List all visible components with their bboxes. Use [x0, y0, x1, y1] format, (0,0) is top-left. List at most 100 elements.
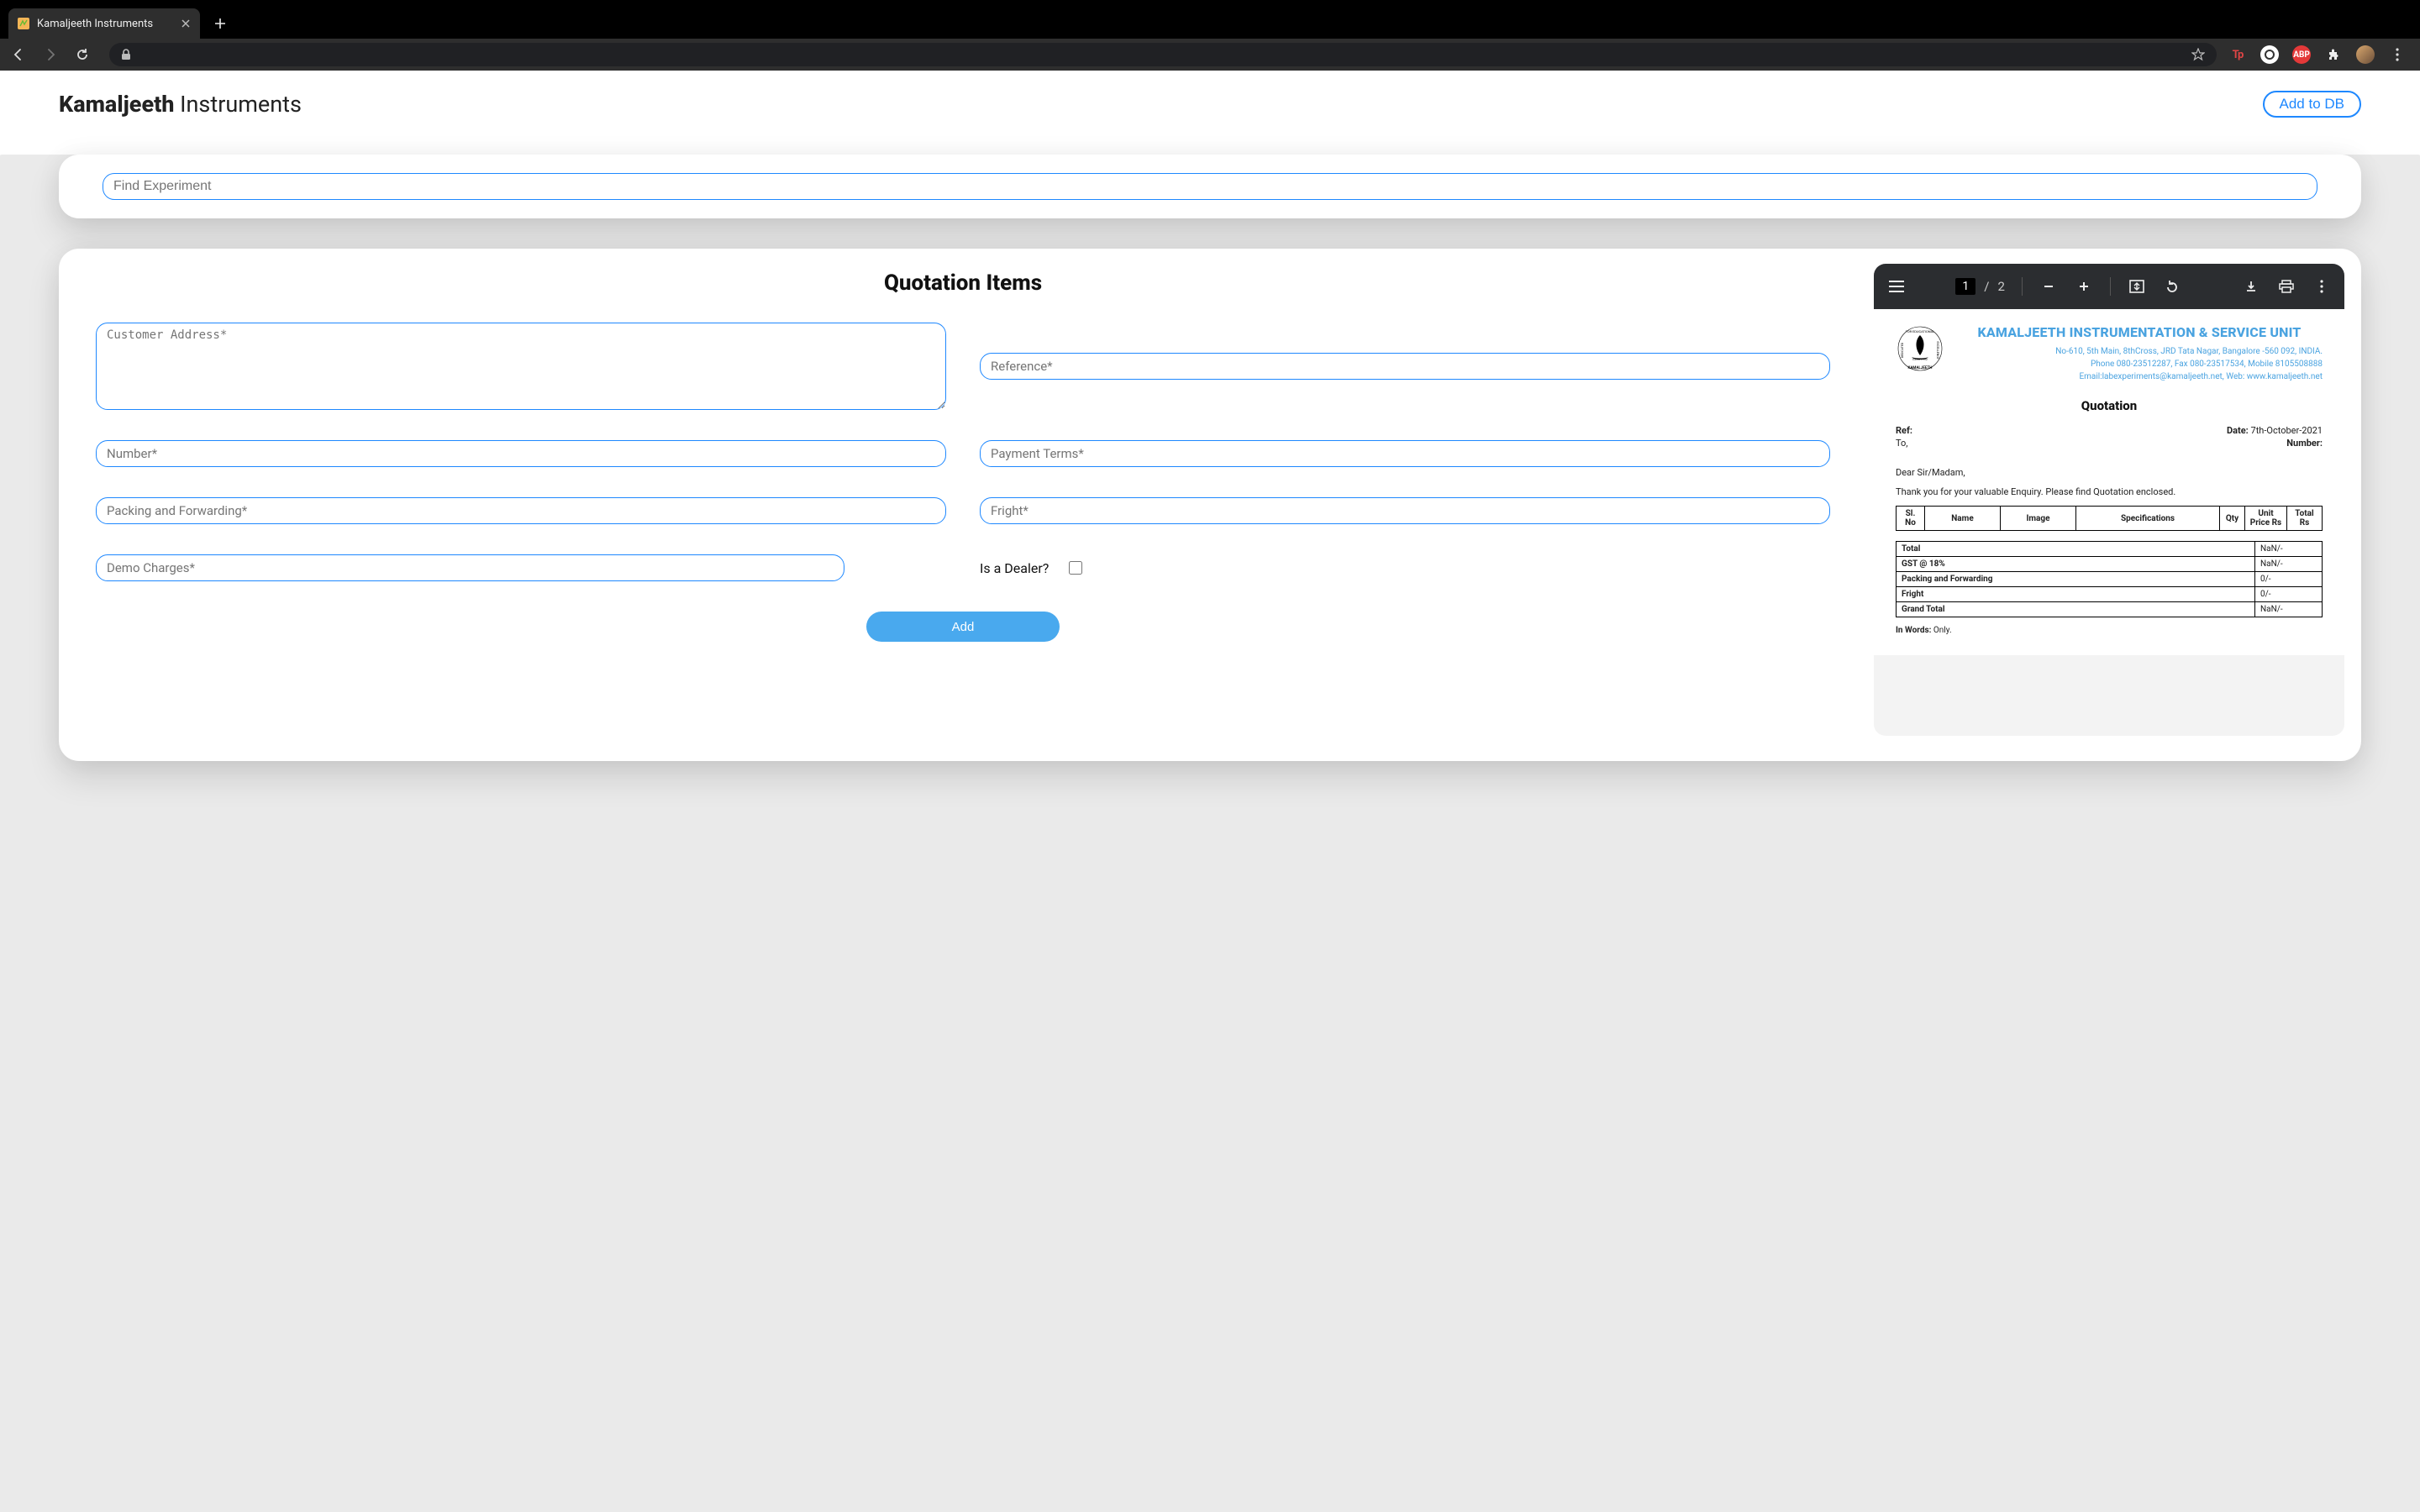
bookmark-star-icon[interactable] [2190, 46, 2207, 63]
pdf-col-total: Total Rs [2287, 507, 2323, 531]
pdf-in-words-label: In Words: [1896, 626, 1931, 635]
reference-input[interactable] [980, 353, 1830, 380]
pdf-address-line: No-610, 5th Main, 8thCross, JRD Tata Nag… [1956, 345, 2323, 358]
pdf-col-specs: Specifications [2076, 507, 2220, 531]
new-tab-button[interactable] [207, 10, 234, 37]
form-title: Quotation Items [96, 270, 1830, 296]
profile-avatar[interactable] [2356, 45, 2375, 64]
pdf-col-unit: Unit Price Rs [2245, 507, 2287, 531]
brand-title: Kamaljeeth Instruments [59, 91, 302, 118]
pdf-total-value: NaN/- [2255, 542, 2323, 557]
pdf-preview: 1 / 2 [1874, 264, 2344, 736]
pdf-download-icon[interactable] [2242, 277, 2260, 296]
pdf-rotate-icon[interactable] [2163, 277, 2181, 296]
pdf-pack-value: 0/- [2255, 572, 2323, 587]
pdf-items-table: Sl. No Name Image Specifications Qty Uni… [1896, 506, 2323, 531]
pdf-total-pages: 2 [1997, 279, 2004, 294]
pdf-page-content: FOR EDUCATIONAL KAMALJEETH DEDICATED EXC… [1874, 309, 2344, 655]
pdf-address-line: Email:labexperiments@kamaljeeth.net, Web… [1956, 370, 2323, 383]
pdf-totals-table: TotalNaN/- GST @ 18%NaN/- Packing and Fo… [1896, 541, 2323, 617]
pdf-fright-value: 0/- [2255, 587, 2323, 602]
tab-close-icon[interactable] [180, 18, 192, 29]
pdf-zoom-in-icon[interactable] [2075, 277, 2093, 296]
browser-chrome: Kamaljeeth Instruments Tp ABP [0, 0, 2420, 71]
toolbar-separator [2022, 277, 2023, 296]
quotation-form: Quotation Items Is a Dealer? [76, 264, 1850, 736]
brand-title-rest: Instruments [174, 91, 301, 118]
demo-charges-input[interactable] [96, 554, 844, 581]
dealer-label: Is a Dealer? [980, 560, 1049, 576]
extensions-puzzle-icon[interactable] [2324, 45, 2343, 64]
pdf-date-label: Date: [2227, 425, 2249, 436]
page-header: Kamaljeeth Instruments Add to DB [59, 91, 2361, 118]
pdf-address-line: Phone 080-23512287, Fax 080-23517534, Mo… [1956, 358, 2323, 370]
find-experiment-input[interactable] [103, 173, 2317, 200]
pdf-gst-label: GST @ 18% [1897, 557, 2255, 572]
main-card: Quotation Items Is a Dealer? [59, 249, 2361, 761]
svg-text:FOR EDUCATIONAL: FOR EDUCATIONAL [1906, 329, 1936, 333]
nav-reload-icon[interactable] [72, 45, 92, 65]
extension-abp-icon[interactable]: ABP [2292, 45, 2311, 64]
tab-strip: Kamaljeeth Instruments [0, 0, 2420, 39]
tab-favicon-icon [17, 17, 30, 30]
extension-circle-icon[interactable] [2260, 45, 2279, 64]
nav-back-icon[interactable] [8, 45, 29, 65]
pdf-menu-icon[interactable] [2312, 277, 2331, 296]
pdf-intro: Thank you for your valuable Enquiry. Ple… [1896, 486, 2323, 497]
pdf-grand-value: NaN/- [2255, 602, 2323, 617]
svg-text:KAMALJEETH: KAMALJEETH [1908, 365, 1933, 370]
lock-icon [119, 48, 133, 61]
pdf-total-label: Total [1897, 542, 2255, 557]
address-bar[interactable] [109, 43, 2217, 66]
pdf-quotation-title: Quotation [1896, 398, 2323, 413]
extension-tp-icon[interactable]: Tp [2228, 45, 2247, 64]
pdf-in-words-value: Only. [1931, 626, 1951, 635]
pdf-zoom-out-icon[interactable] [2039, 277, 2058, 296]
number-input[interactable] [96, 440, 946, 467]
svg-text:DEDICATED: DEDICATED [1901, 342, 1904, 358]
fright-input[interactable] [980, 497, 1830, 524]
pdf-grand-label: Grand Total [1897, 602, 2255, 617]
pdf-col-qty: Qty [2220, 507, 2245, 531]
pdf-date-value: 7th-October-2021 [2249, 425, 2323, 436]
pdf-to-label: To, [1896, 438, 1907, 449]
dealer-row: Is a Dealer? [980, 560, 1830, 576]
search-card [59, 155, 2361, 218]
packing-forwarding-input[interactable] [96, 497, 946, 524]
pdf-toolbar: 1 / 2 [1874, 264, 2344, 309]
payment-terms-input[interactable] [980, 440, 1830, 467]
pdf-fright-label: Fright [1897, 587, 2255, 602]
browser-menu-icon[interactable] [2388, 45, 2407, 64]
svg-text:EXCELLENCE: EXCELLENCE [1936, 342, 1939, 360]
extension-row: Tp ABP [2228, 45, 2412, 64]
pdf-page-indicator: 1 / 2 [1955, 278, 2005, 295]
customer-address-input[interactable] [96, 323, 946, 410]
pdf-number-label: Number: [2286, 438, 2323, 449]
nav-bar: Tp ABP [0, 39, 2420, 71]
pdf-salutation: Dear Sir/Madam, [1896, 467, 2323, 478]
brand-title-bold: Kamaljeeth [59, 91, 174, 118]
pdf-gst-value: NaN/- [2255, 557, 2323, 572]
page-viewport: Kamaljeeth Instruments Add to DB Quotati… [0, 71, 2420, 1512]
toolbar-separator [2110, 277, 2111, 296]
pdf-pack-label: Packing and Forwarding [1897, 572, 2255, 587]
tab-title: Kamaljeeth Instruments [37, 18, 173, 30]
add-button[interactable]: Add [866, 612, 1060, 642]
pdf-current-page[interactable]: 1 [1955, 278, 1975, 295]
dealer-checkbox[interactable] [1069, 561, 1082, 575]
pdf-company-name: KAMALJEETH INSTRUMENTATION & SERVICE UNI… [1956, 324, 2323, 340]
pdf-ref-label: Ref: [1896, 425, 1912, 436]
pdf-company-logo-icon: FOR EDUCATIONAL KAMALJEETH DEDICATED EXC… [1896, 324, 1944, 373]
pdf-fit-page-icon[interactable] [2128, 277, 2146, 296]
pdf-page-sep: / [1984, 279, 1989, 294]
pdf-col-image: Image [2001, 507, 2076, 531]
pdf-col-slno: Sl. No [1897, 507, 1925, 531]
pdf-print-icon[interactable] [2277, 277, 2296, 296]
pdf-sidebar-icon[interactable] [1887, 277, 1906, 296]
pdf-in-words: In Words: Only. [1896, 626, 2323, 635]
nav-forward-icon[interactable] [40, 45, 60, 65]
browser-tab[interactable]: Kamaljeeth Instruments [8, 8, 200, 39]
add-to-db-button[interactable]: Add to DB [2263, 91, 2362, 118]
svg-text:ESTD 1990: ESTD 1990 [1912, 358, 1927, 361]
pdf-col-name: Name [1925, 507, 2001, 531]
